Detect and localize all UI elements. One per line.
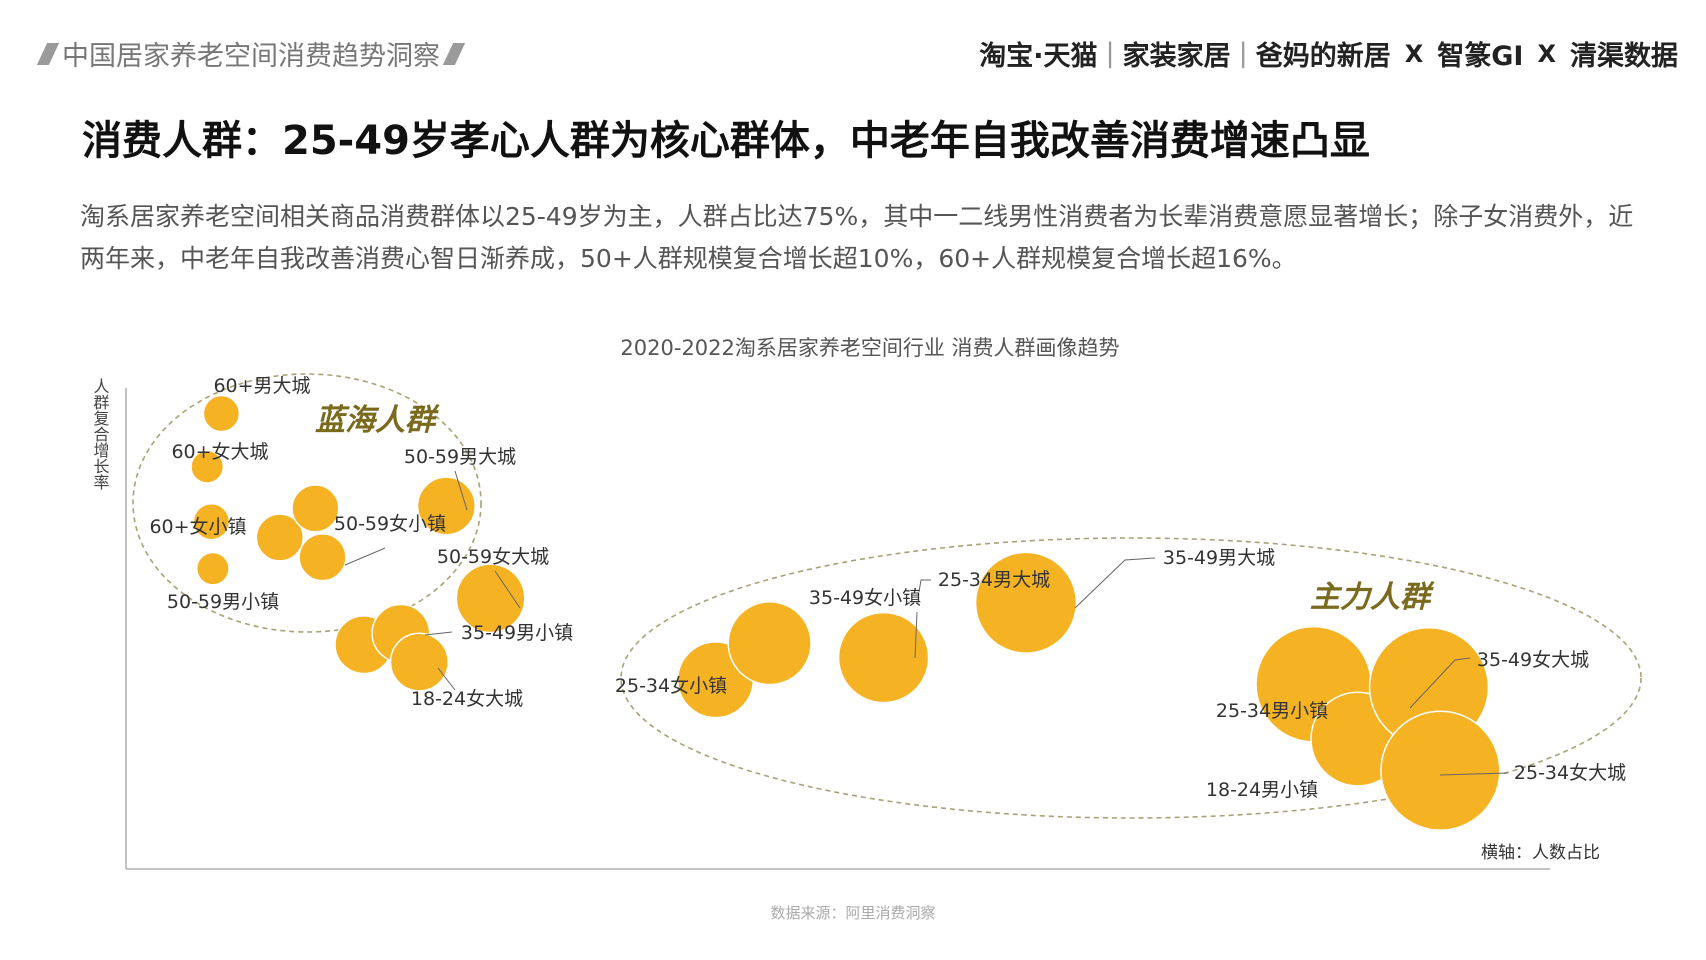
section-header: 中国居家养老空间消费趋势洞察 (36, 34, 466, 73)
bubble (389, 632, 449, 692)
bubble (255, 513, 304, 562)
y-axis-label: 人群复合增长率 (91, 378, 110, 490)
headline: 消费人群：25-49岁孝心人群为核心群体，中老年自我改善消费增速凸显 (82, 118, 1370, 164)
bubble-label: 25-34女小镇 (615, 675, 727, 697)
bubble-label: 18-24男小镇 (1206, 779, 1318, 801)
bubble-label: 50-59女大城 (437, 546, 549, 568)
partner-zhizhuan: 智篆GI (1437, 41, 1524, 72)
bubble (727, 601, 812, 686)
leader-line (1439, 772, 1509, 776)
partner-logos: 淘宝·天猫 | 家装家居 | 爸妈的新居 X 智篆GI X 清渠数据 (979, 34, 1678, 73)
leader-line (1074, 557, 1156, 609)
leader-line (914, 611, 918, 659)
collab-x: X (1404, 39, 1424, 68)
bubble (202, 394, 241, 433)
divider: | (1105, 38, 1115, 69)
bubble (974, 551, 1078, 654)
group-ellipse (620, 537, 1642, 819)
bubble (190, 449, 225, 484)
x-axis-label: 横轴：人数占比 (1481, 843, 1600, 863)
leader-line (454, 470, 468, 511)
bubble-label: 50-59男大城 (404, 446, 516, 468)
partner-qingqu: 清渠数据 (1570, 41, 1678, 72)
leader-line (344, 547, 386, 566)
group-ellipse (132, 373, 482, 633)
leader-line (1409, 657, 1471, 709)
bubble-label: 25-34男小镇 (1216, 700, 1328, 722)
section-title: 中国居家养老空间消费趋势洞察 (62, 41, 440, 72)
bubble-label: 60+男大城 (213, 375, 310, 397)
bubble-label: 35-49男大城 (1163, 547, 1275, 569)
bubble (837, 611, 930, 704)
bubble-label: 18-24女大城 (411, 688, 523, 710)
bubble-label: 25-34男大城 (938, 569, 1050, 591)
bubble-label: 35-49女大城 (1477, 649, 1589, 671)
bubble (1380, 710, 1501, 831)
bubble (298, 533, 347, 582)
bubble-label: 35-49男小镇 (461, 622, 573, 644)
bubble (455, 563, 526, 634)
data-source: 数据来源：阿里消费洞察 (770, 904, 936, 922)
group-label: 主力人群 (1310, 580, 1435, 615)
partner-home-furnishing: 家装家居 (1122, 41, 1231, 72)
divider: | (1238, 38, 1248, 69)
bubble-label: 35-49女小镇 (809, 587, 921, 609)
leader-line (437, 667, 456, 691)
bubble-label: 60+女大城 (171, 441, 268, 463)
leader-line (918, 579, 931, 593)
description: 淘系居家养老空间相关商品消费群体以25-49岁为主，人群占比达75%，其中一二线… (80, 202, 1634, 273)
partner-taobao-tmall: 淘宝·天猫 (979, 41, 1098, 72)
bubble (195, 551, 230, 586)
bubble (291, 484, 340, 533)
leader-line (494, 570, 521, 609)
partner-parents-new-home: 爸妈的新居 (1255, 41, 1391, 72)
bubble-label: 60+女小镇 (149, 516, 246, 538)
group-label: 蓝海人群 (315, 403, 440, 438)
bubble-label: 25-34女大城 (1514, 762, 1626, 784)
bubble (192, 502, 231, 541)
bubble-label: 50-59女小镇 (334, 513, 446, 535)
collab-x: X (1537, 39, 1556, 68)
leader-line (424, 631, 453, 636)
bubble-label: 50-59男小镇 (167, 591, 279, 613)
chart-title: 2020-2022淘系居家养老空间行业 消费人群画像趋势 (620, 336, 1119, 360)
